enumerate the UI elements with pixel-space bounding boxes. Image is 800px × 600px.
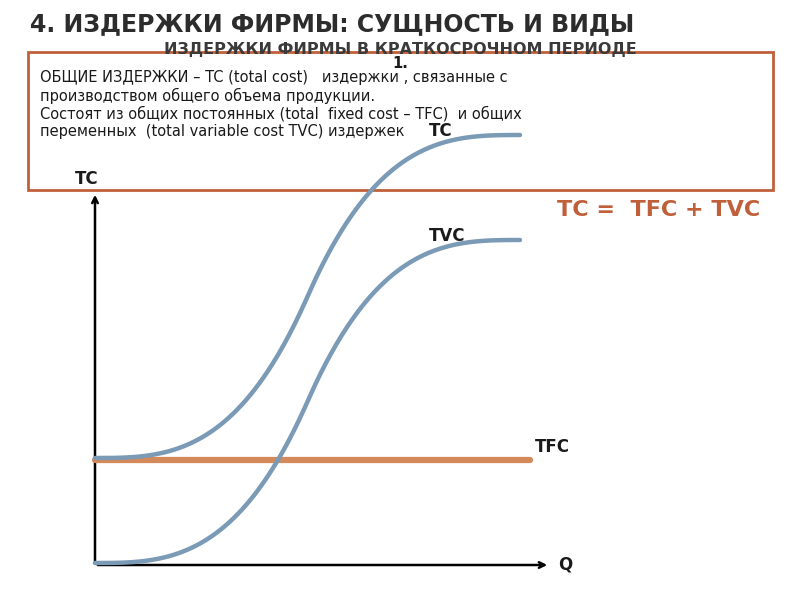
Text: 1.: 1. bbox=[392, 56, 408, 71]
Text: TFC: TFC bbox=[535, 438, 570, 456]
Text: TC =  TFC + TVC: TC = TFC + TVC bbox=[557, 200, 760, 220]
Text: TC: TC bbox=[75, 170, 99, 188]
Text: TVC: TVC bbox=[429, 227, 466, 245]
Text: 4. ИЗДЕРЖКИ ФИРМЫ: СУЩНОСТЬ И ВИДЫ: 4. ИЗДЕРЖКИ ФИРМЫ: СУЩНОСТЬ И ВИДЫ bbox=[30, 12, 634, 36]
Text: Q: Q bbox=[558, 556, 572, 574]
Text: Состоят из общих постоянных (total  fixed cost – TFC)  и общих: Состоят из общих постоянных (total fixed… bbox=[40, 106, 522, 122]
Text: ИЗДЕРЖКИ ФИРМЫ В КРАТКОСРОЧНОМ ПЕРИОДЕ: ИЗДЕРЖКИ ФИРМЫ В КРАТКОСРОЧНОМ ПЕРИОДЕ bbox=[164, 42, 636, 57]
Text: переменных  (total variable cost TVC) издержек: переменных (total variable cost TVC) изд… bbox=[40, 124, 405, 139]
Text: производством общего объема продукции.: производством общего объема продукции. bbox=[40, 88, 375, 104]
Text: TC: TC bbox=[429, 122, 453, 140]
Text: ОБЩИЕ ИЗДЕРЖКИ – TC (total cost)   издержки , связанные с: ОБЩИЕ ИЗДЕРЖКИ – TC (total cost) издержк… bbox=[40, 70, 508, 85]
Bar bbox=[28, 52, 773, 190]
